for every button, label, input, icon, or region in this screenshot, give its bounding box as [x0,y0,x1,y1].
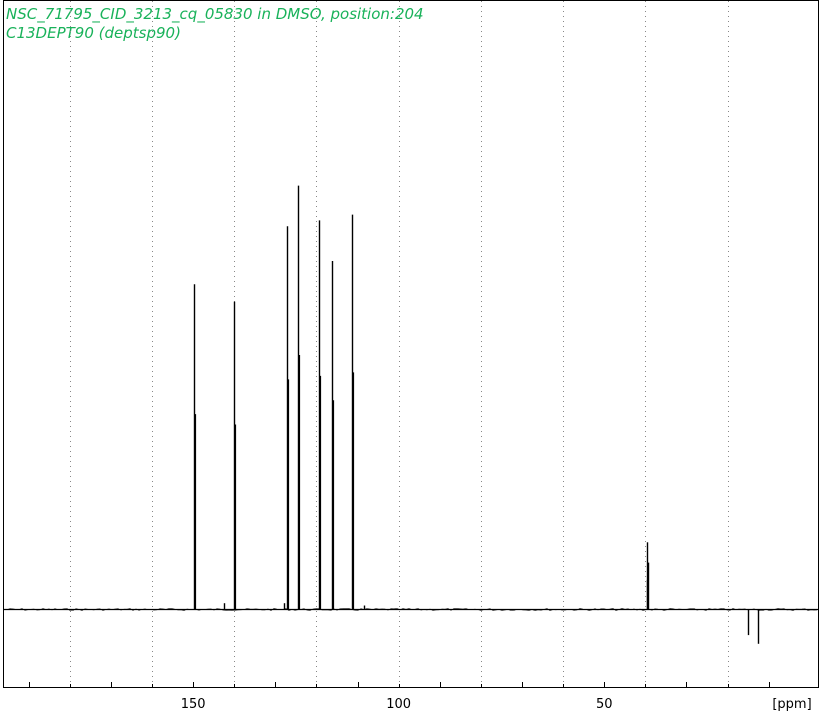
plot-frame [3,0,819,688]
tick-label: 100 [386,697,411,712]
tick-label: 150 [181,697,206,712]
spectrum-title: NSC_71795_CID_3213_cq_05830 in DMSO, pos… [6,5,424,23]
x-axis: 150 100 50 [ppm] [29,682,812,712]
grid-lines [70,1,729,688]
experiment-label: C13DEPT90 (deptsp90) [6,24,181,42]
spectrum-trace [3,185,818,644]
x-axis-label: [ppm] [772,697,811,712]
baseline-noise [3,608,818,611]
tick-label: 50 [596,697,613,712]
